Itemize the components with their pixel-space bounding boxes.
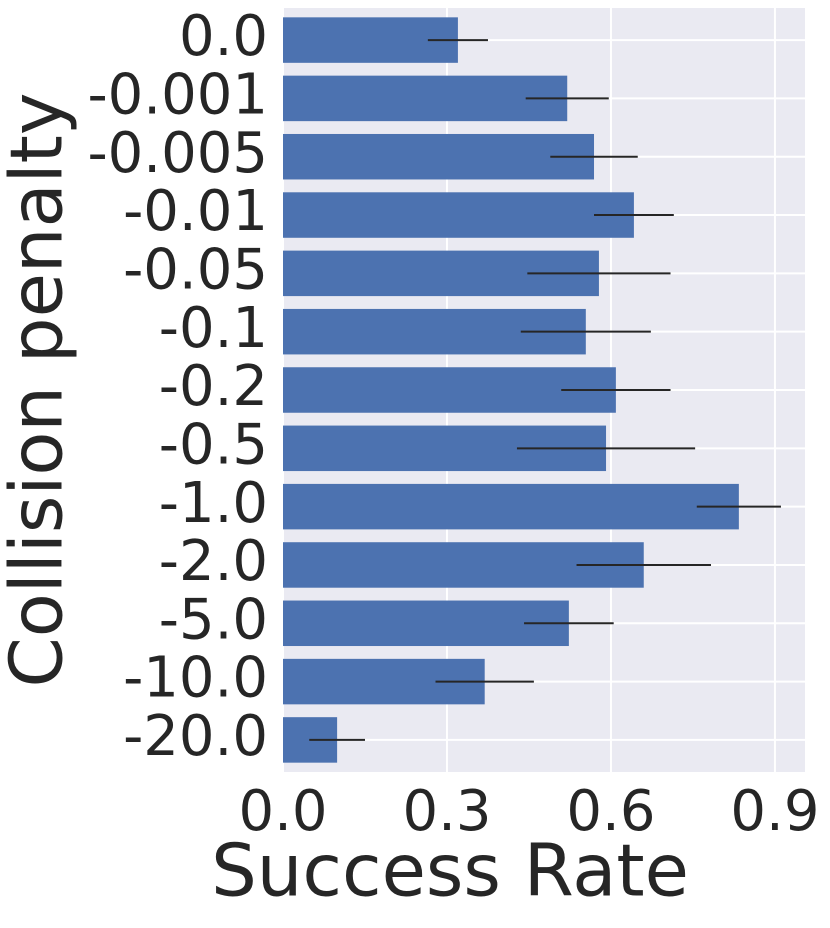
bar (283, 192, 634, 238)
y-tick-label: -2.0 (159, 529, 268, 594)
y-tick-label: -20.0 (123, 704, 268, 769)
y-tick-label: -0.05 (123, 237, 268, 302)
x-tick-label: 0.0 (238, 779, 327, 844)
bar (283, 367, 616, 413)
bar (283, 133, 595, 180)
y-tick-label: -10.0 (123, 646, 268, 711)
y-tick-label: -0.5 (159, 412, 268, 477)
bar (283, 75, 568, 122)
y-tick-label: -0.001 (87, 63, 268, 128)
bar (283, 600, 569, 647)
y-tick-label: -0.1 (159, 296, 268, 361)
x-tick-label: 0.3 (402, 779, 491, 844)
y-tick-label: -0.01 (123, 179, 268, 244)
y-tick-label: 0.0 (179, 4, 268, 69)
y-tick-label: -0.2 (159, 354, 268, 419)
y-tick-label: -1.0 (159, 471, 268, 536)
x-tick-label: 0.9 (730, 779, 819, 844)
x-tick-label: 0.6 (566, 779, 655, 844)
bar (283, 483, 739, 530)
y-tick-label: -5.0 (159, 587, 268, 652)
x-axis-label: Success Rate (211, 829, 689, 913)
y-tick-label: -0.005 (87, 121, 268, 186)
y-axis-label: Collision penalty (0, 92, 79, 687)
